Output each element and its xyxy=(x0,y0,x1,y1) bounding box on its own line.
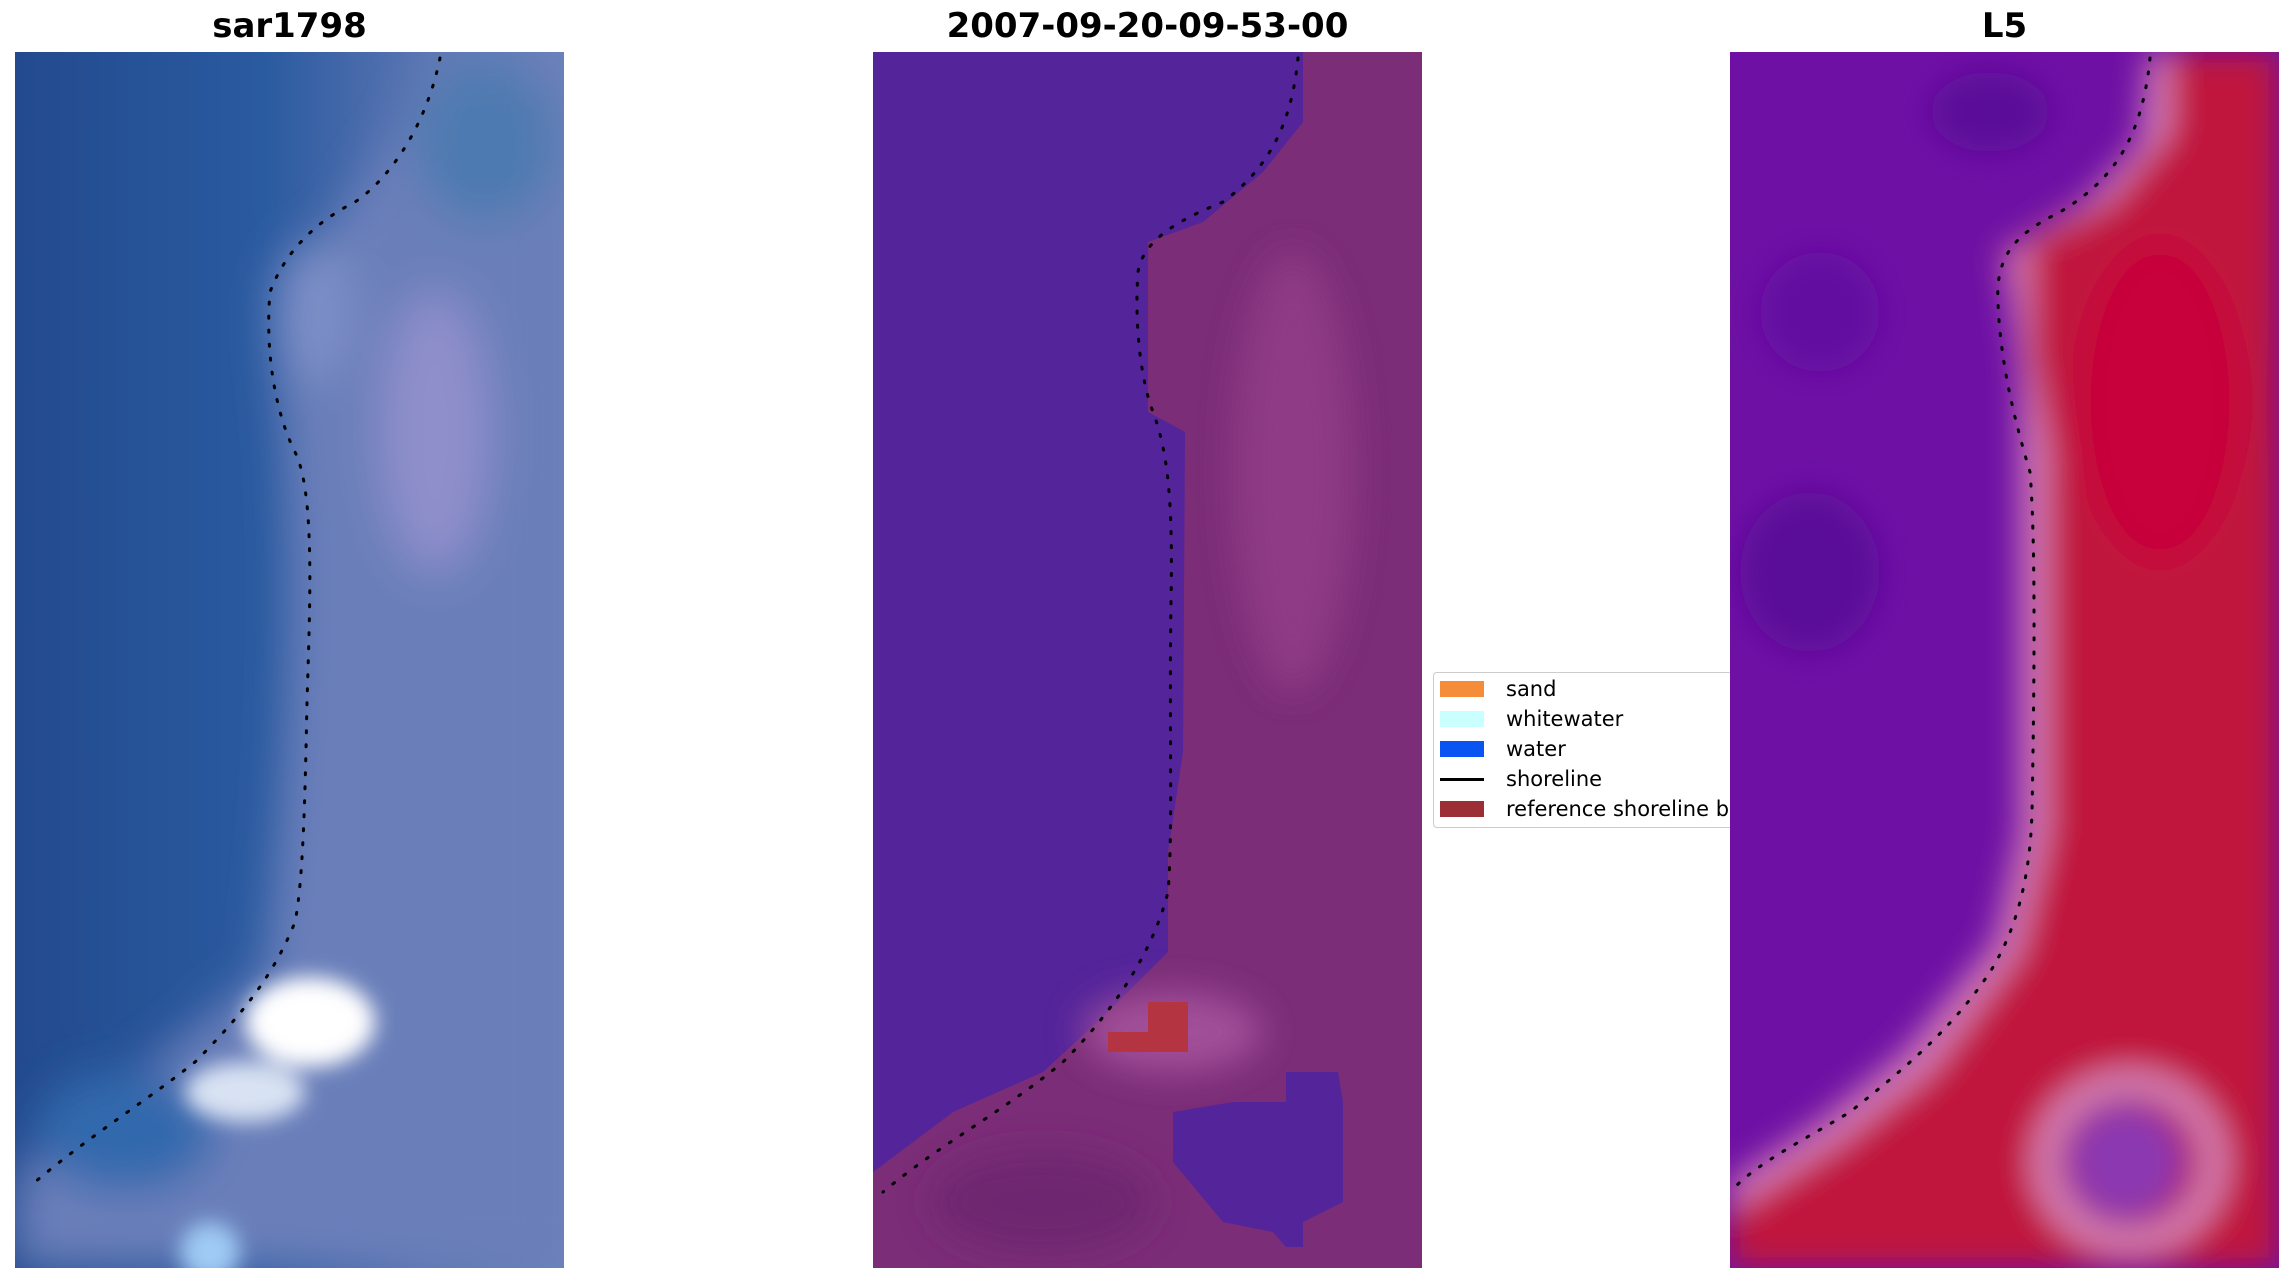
legend-item-reference-buffer: reference shoreline buffer xyxy=(1440,797,1778,821)
reference-buffer-patch xyxy=(1108,1002,1188,1052)
legend-item-sand: sand xyxy=(1440,677,1556,701)
panel-title-l5: L5 xyxy=(1981,6,2028,46)
legend-label: whitewater xyxy=(1506,707,1624,731)
shoreline-dots xyxy=(1733,56,2152,1189)
legend-item-whitewater: whitewater xyxy=(1440,707,1623,731)
satellite-image-panel xyxy=(15,52,564,1268)
water-swatch xyxy=(1440,741,1484,757)
whitewater-swatch xyxy=(1440,711,1484,727)
legend-label: sand xyxy=(1506,677,1557,701)
classified-water-pool xyxy=(1173,1072,1343,1247)
shoreline-swatch xyxy=(1440,777,1484,781)
panel-title-date: 2007-09-20-09-53-00 xyxy=(946,6,1349,46)
legend-item-water: water xyxy=(1440,737,1566,761)
reference-buffer-swatch xyxy=(1440,801,1484,817)
sand-swatch xyxy=(1440,681,1484,697)
legend-item-shoreline: shoreline xyxy=(1440,767,1602,791)
legend-label: shoreline xyxy=(1506,767,1603,791)
index-image-panel xyxy=(1730,52,2279,1268)
legend-label: water xyxy=(1506,737,1566,761)
shoreline-dots xyxy=(33,56,442,1184)
panel-title-sar1798: sar1798 xyxy=(212,6,367,46)
classified-image-panel xyxy=(873,52,1422,1268)
satellite-image xyxy=(15,52,564,1268)
index-image xyxy=(1730,52,2279,1268)
classified-image xyxy=(873,52,1422,1268)
